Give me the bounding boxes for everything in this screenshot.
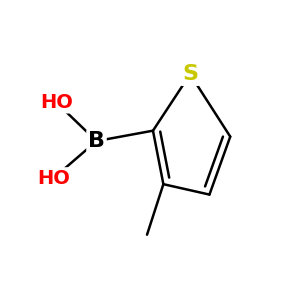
Text: B: B bbox=[88, 131, 105, 151]
Text: S: S bbox=[182, 64, 198, 84]
Text: HO: HO bbox=[37, 169, 70, 188]
Text: HO: HO bbox=[40, 93, 73, 112]
